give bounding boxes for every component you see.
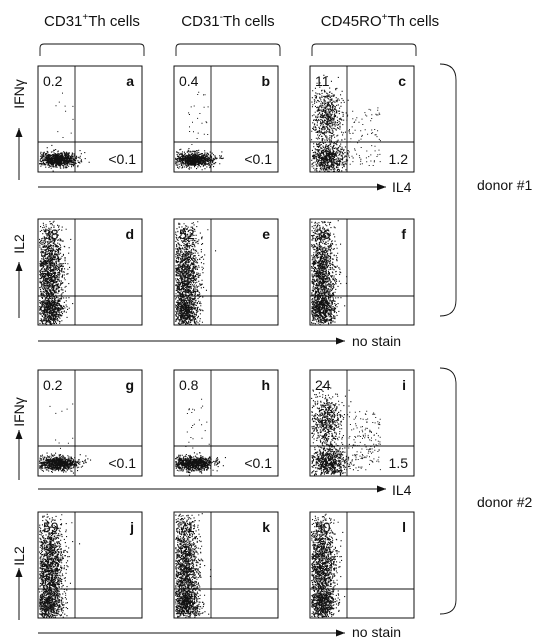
quadrant-percent-upper-left: 50	[315, 519, 331, 535]
quadrant-percent-upper-left: 0.2	[43, 73, 63, 89]
axis-label-no-stain-2: no stain	[352, 624, 401, 640]
y-axis-arrow-ifn-2-head	[15, 430, 23, 439]
x-axis-arrow-no-stain-1-head	[336, 337, 345, 345]
dot-plot-j: 59 j	[37, 511, 143, 619]
dot-cloud	[311, 220, 348, 324]
panel-letter: i	[402, 377, 406, 393]
quadrant-percent-upper-left: 52	[179, 226, 195, 242]
dot-scatter	[55, 92, 74, 138]
dot-cloud	[311, 439, 354, 476]
dot-plot-i: 24 i 1.5	[309, 369, 415, 477]
dot-cloud	[311, 74, 354, 159]
panel-letter: f	[401, 226, 406, 242]
dot-cloud	[311, 579, 346, 619]
panel-letter: a	[126, 73, 134, 89]
column-header-cd45ro-pos: CD45RO+Th cells	[321, 12, 439, 30]
quadrant-percent-upper-left: 0.8	[179, 377, 199, 393]
y-axis-arrow-il2-2-head	[15, 568, 23, 577]
dot-cloud	[39, 220, 72, 325]
dot-cloud	[311, 135, 362, 173]
x-axis-arrow-il4-1-head	[377, 183, 386, 191]
column-bracket-2	[175, 43, 281, 56]
donor-label-1: donor #1	[477, 177, 532, 193]
dot-cloud	[311, 290, 340, 325]
dot-cloud	[175, 452, 226, 476]
panel-letter: e	[262, 226, 270, 242]
quadrant-percent-lower-right: <0.1	[244, 455, 272, 471]
dot-plot-c: 11 c 1.2	[309, 65, 415, 173]
dot-plot-g: 0.2 g <0.1	[37, 369, 143, 477]
dot-scatter	[348, 410, 381, 471]
panel-letter: c	[398, 73, 406, 89]
donor-brace-1	[439, 63, 457, 317]
axis-label-no-stain-1: no stain	[352, 333, 401, 349]
dot-cloud	[175, 221, 217, 326]
panel-letter: d	[125, 226, 134, 242]
dot-plot-h: 0.8 h <0.1	[173, 369, 279, 477]
panel-letter: b	[261, 73, 270, 89]
dot-plot-e: 52 e	[173, 218, 279, 326]
dot-plot-k: 71 k	[173, 511, 279, 619]
dot-cloud	[311, 384, 352, 455]
axis-label-il2-1: IL2	[11, 234, 27, 254]
column-header-cd31-neg: CD31-Th cells	[181, 12, 274, 30]
dot-plot-l: 50 l	[309, 511, 415, 619]
quadrant-percent-upper-left: 71	[179, 519, 195, 535]
dot-cloud	[175, 148, 224, 171]
dot-cloud	[39, 580, 69, 618]
panel-letter: k	[262, 519, 270, 535]
dot-cloud	[39, 144, 90, 172]
axis-label-il4-2: IL4	[392, 482, 412, 498]
panel-letter: j	[129, 519, 134, 535]
panel-letter: g	[125, 377, 134, 393]
quadrant-percent-upper-left: 0.4	[179, 73, 199, 89]
quadrant-percent-lower-right: <0.1	[108, 455, 136, 471]
quadrant-percent-upper-left: 0.2	[43, 377, 63, 393]
quadrant-percent-lower-right: 1.2	[389, 151, 409, 167]
y-axis-arrow-il2-1-head	[15, 262, 23, 271]
quadrant-percent-lower-right: <0.1	[244, 151, 272, 167]
donor-brace-2	[439, 367, 457, 615]
quadrant-percent-upper-left: 24	[315, 377, 331, 393]
panel-letter: h	[261, 377, 270, 393]
column-header-cd31-pos: CD31+Th cells	[44, 12, 140, 30]
y-axis-arrow-ifn-1-head	[15, 128, 23, 137]
axis-label-ifn-gamma-2: IFNγ	[11, 397, 27, 427]
dot-cloud	[39, 286, 74, 326]
axis-label-il2-2: IL2	[11, 546, 27, 566]
quadrant-percent-upper-left: 38	[43, 226, 59, 242]
quadrant-percent-upper-left: 11	[315, 73, 330, 89]
dot-plot-a: 0.2 a <0.1	[37, 65, 143, 173]
quadrant-percent-upper-left: 59	[43, 519, 59, 535]
dot-cloud	[39, 452, 92, 474]
dot-plot-b: 0.4 b <0.1	[173, 65, 279, 173]
quadrant-percent-lower-right: <0.1	[108, 151, 136, 167]
axis-label-il4-1: IL4	[392, 179, 412, 195]
column-bracket-1	[39, 43, 145, 56]
x-axis-arrow-no-stain-2-head	[336, 629, 345, 637]
x-axis-arrow-il4-2-head	[377, 485, 386, 493]
panel-letter: l	[402, 519, 406, 535]
plot-frame	[173, 511, 279, 619]
dot-plot-f: 36 f	[309, 218, 415, 326]
dot-cloud	[175, 513, 212, 618]
column-bracket-3	[311, 43, 417, 56]
donor-label-2: donor #2	[477, 494, 532, 510]
quadrant-percent-lower-right: 1.5	[389, 455, 409, 471]
axis-label-ifn-gamma-1: IFNγ	[11, 79, 27, 109]
quadrant-percent-upper-left: 36	[315, 226, 331, 242]
dot-cloud	[311, 513, 344, 618]
dot-scatter	[188, 91, 209, 145]
dot-cloud	[175, 283, 203, 326]
dot-cloud	[175, 581, 210, 618]
dot-plot-d: 38 d	[37, 218, 143, 326]
